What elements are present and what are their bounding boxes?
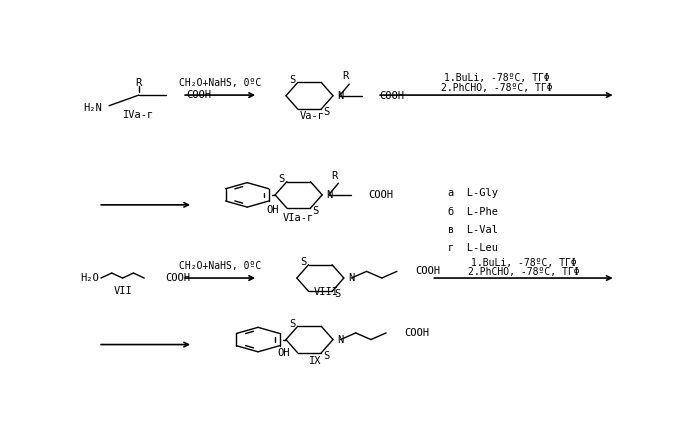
Text: S: S (289, 319, 296, 329)
Text: VII: VII (113, 286, 132, 295)
Text: R: R (342, 71, 348, 82)
Text: S: S (324, 350, 330, 361)
Text: OH: OH (266, 205, 279, 215)
Text: а  L-Gly: а L-Gly (447, 188, 498, 198)
Text: N: N (338, 334, 344, 345)
Text: N: N (326, 190, 333, 200)
Text: N: N (348, 273, 354, 283)
Text: COOH: COOH (187, 90, 212, 100)
Text: IX: IX (309, 356, 321, 366)
Text: S: S (300, 257, 306, 267)
Text: S: S (334, 289, 340, 299)
Text: VIII: VIII (313, 287, 338, 297)
Text: R: R (136, 79, 142, 89)
Text: CH₂O+NaHS, 0ºC: CH₂O+NaHS, 0ºC (179, 79, 261, 89)
Text: в  L-Val: в L-Val (447, 225, 498, 235)
Text: S: S (278, 174, 284, 184)
Text: IVa-г: IVa-г (123, 110, 154, 120)
Text: г  L-Leu: г L-Leu (447, 243, 498, 253)
Text: Va-г: Va-г (300, 111, 325, 121)
Text: N: N (338, 91, 344, 101)
Text: OH: OH (277, 348, 289, 358)
Text: 2.PhCHO, -78ºC, ТГΦ: 2.PhCHO, -78ºC, ТГΦ (468, 267, 579, 277)
Text: R: R (331, 171, 337, 181)
Text: б  L-Phe: б L-Phe (447, 206, 498, 216)
Text: S: S (289, 75, 296, 85)
Text: COOH: COOH (405, 328, 429, 338)
Text: S: S (324, 107, 330, 117)
Text: COOH: COOH (369, 190, 394, 200)
Text: 2.PhCHO, -78ºC, ТГΦ: 2.PhCHO, -78ºC, ТГΦ (440, 83, 552, 93)
Text: COOH: COOH (165, 273, 190, 283)
Text: S: S (312, 206, 319, 216)
Text: 1.BuLi, -78ºC, ТГΦ: 1.BuLi, -78ºC, ТГΦ (443, 73, 549, 83)
Text: 1.BuLi, -78ºC, ТГΦ: 1.BuLi, -78ºC, ТГΦ (470, 258, 577, 268)
Text: VIa-г: VIa-г (283, 213, 315, 223)
Text: CH₂O+NaHS, 0ºC: CH₂O+NaHS, 0ºC (179, 261, 261, 271)
Text: COOH: COOH (380, 91, 405, 101)
Text: H₂N: H₂N (83, 103, 102, 113)
Text: COOH: COOH (415, 267, 440, 276)
Text: H₂O: H₂O (80, 273, 99, 283)
